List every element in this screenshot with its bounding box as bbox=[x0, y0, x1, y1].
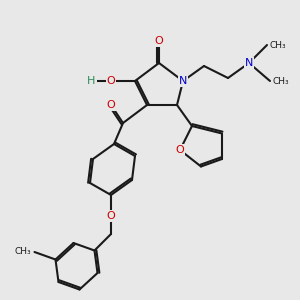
Text: O: O bbox=[106, 76, 116, 86]
Text: N: N bbox=[179, 76, 187, 86]
Text: N: N bbox=[245, 58, 253, 68]
Text: CH₃: CH₃ bbox=[15, 248, 31, 256]
Text: O: O bbox=[106, 211, 116, 221]
Text: O: O bbox=[176, 145, 184, 155]
Text: O: O bbox=[154, 35, 164, 46]
Text: CH₃: CH₃ bbox=[269, 40, 286, 50]
Text: CH₃: CH₃ bbox=[272, 76, 289, 85]
Text: O: O bbox=[106, 100, 116, 110]
Text: H: H bbox=[87, 76, 96, 86]
